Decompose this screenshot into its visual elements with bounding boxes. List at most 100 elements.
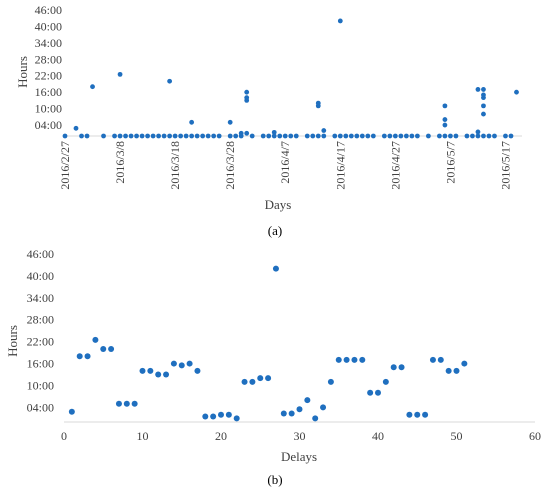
chart-a-point (343, 133, 349, 139)
chart-a-point (227, 133, 233, 139)
chart-a-point (492, 133, 497, 139)
chart-b-point (390, 364, 397, 371)
chart-b-point (178, 362, 185, 369)
chart-a-point (244, 130, 250, 136)
chart-b-point (398, 364, 405, 371)
chart-a-point (321, 133, 327, 139)
chart-a-point (409, 133, 415, 139)
chart-a-point (437, 133, 442, 139)
chart-b-point (327, 378, 334, 385)
chart-a-x-tick-label: 2016/3/28 (223, 141, 237, 190)
chart-b-point (453, 367, 460, 374)
chart-a-point (200, 133, 206, 139)
chart-a-point (288, 133, 294, 139)
chart-a-y-tick-label: 40:00 (35, 19, 62, 33)
chart-a-point (475, 87, 481, 92)
chart-a-point (315, 100, 321, 106)
chart-a-point (266, 133, 272, 139)
chart-b-point (288, 410, 295, 417)
chart-a-point (178, 133, 184, 139)
chart-b-ylabel: Hours (5, 325, 20, 357)
chart-a-y-tick-label: 46:00 (35, 3, 62, 17)
chart-b-point (108, 345, 115, 352)
chart-a-point (425, 133, 431, 139)
chart-a-point (475, 133, 481, 139)
chart-a-point (398, 133, 404, 139)
chart-a-point (249, 133, 255, 139)
chart-a-point (172, 133, 178, 139)
chart-b-point (445, 367, 452, 374)
chart-a-point (271, 133, 277, 139)
chart-a-point (194, 133, 200, 139)
chart-b-point (312, 415, 319, 422)
chart-b-x-tick-label: 50 (451, 429, 463, 443)
chart-b-point (343, 356, 350, 363)
chart-a-point (381, 133, 387, 139)
chart-a-xlabel: Days (265, 197, 292, 212)
chart-b-point (202, 413, 209, 420)
chart-a-point (453, 133, 459, 139)
chart-a-point (370, 133, 376, 139)
chart-a-point (359, 133, 365, 139)
chart-b-point (335, 356, 342, 363)
chart-b-point (249, 378, 256, 385)
chart-a-point (271, 129, 277, 135)
chart-a-point (315, 133, 321, 139)
chart-a-point (90, 84, 95, 90)
chart-a-y-tick-label: 10:00 (35, 102, 62, 116)
chart-a-point (387, 133, 393, 139)
chart-a-point (79, 133, 84, 139)
chart-a-point (167, 78, 173, 84)
chart-b-point (241, 378, 248, 385)
chart-a-point (337, 18, 343, 24)
chart-a-point (128, 133, 134, 139)
chart-a-point (134, 133, 139, 139)
chart-b-point (461, 360, 468, 367)
chart-a-point (161, 133, 167, 139)
chart-a-point (293, 133, 299, 139)
chart-a-point (392, 133, 398, 139)
chart-a-panel-label: (a) (268, 223, 282, 238)
chart-a-x-tick-label: 2016/5/17 (498, 141, 512, 190)
chart-a-x-tick-label: 2016/3/8 (113, 141, 127, 184)
chart-a-x-tick-label: 2016/4/17 (333, 141, 347, 190)
chart-a-point (503, 133, 508, 139)
chart-a-point (464, 133, 470, 139)
chart-b-point (257, 375, 264, 382)
chart-a-point (481, 103, 486, 109)
chart-a-point (205, 133, 211, 139)
chart-a-point (216, 133, 222, 139)
chart-a-y-tick-label: 28:00 (35, 52, 62, 66)
chart-a-point (442, 122, 448, 128)
chart-a-point (481, 111, 486, 117)
chart-b-x-tick-label: 20 (215, 429, 227, 443)
chart-a-point (403, 133, 409, 139)
chart-b-y-tick-label: 34:00 (27, 291, 54, 305)
chart-b-point (131, 400, 138, 407)
chart-a-point (156, 133, 162, 139)
chart-b-point (76, 353, 83, 360)
chart-a-point (332, 133, 338, 139)
chart-b-point (280, 410, 287, 417)
chart-b-point (359, 356, 366, 363)
chart-a-point (260, 133, 266, 139)
chart-a-x-tick-label: 2016/4/27 (388, 141, 402, 190)
chart-a-point (337, 133, 343, 139)
chart-b-point (382, 378, 389, 385)
chart-a-y-tick-label: 16:00 (35, 85, 62, 99)
chart-b-point (437, 356, 444, 363)
chart-a-point (117, 133, 123, 139)
chart-b-panel-label: (b) (267, 472, 282, 487)
chart-b-point (194, 367, 201, 374)
chart-a-point (277, 133, 283, 139)
chart-a-point (348, 133, 354, 139)
chart-a-point (244, 95, 250, 101)
chart-b-point (304, 397, 311, 404)
chart-a-point (189, 119, 195, 125)
chart-a-point (470, 133, 475, 139)
chart-b-y-tick-label: 10:00 (27, 378, 54, 392)
chart-a-point (414, 133, 420, 139)
chart-a-y-tick-label: 34:00 (35, 36, 62, 50)
chart-b-xlabel: Delays (281, 449, 317, 464)
